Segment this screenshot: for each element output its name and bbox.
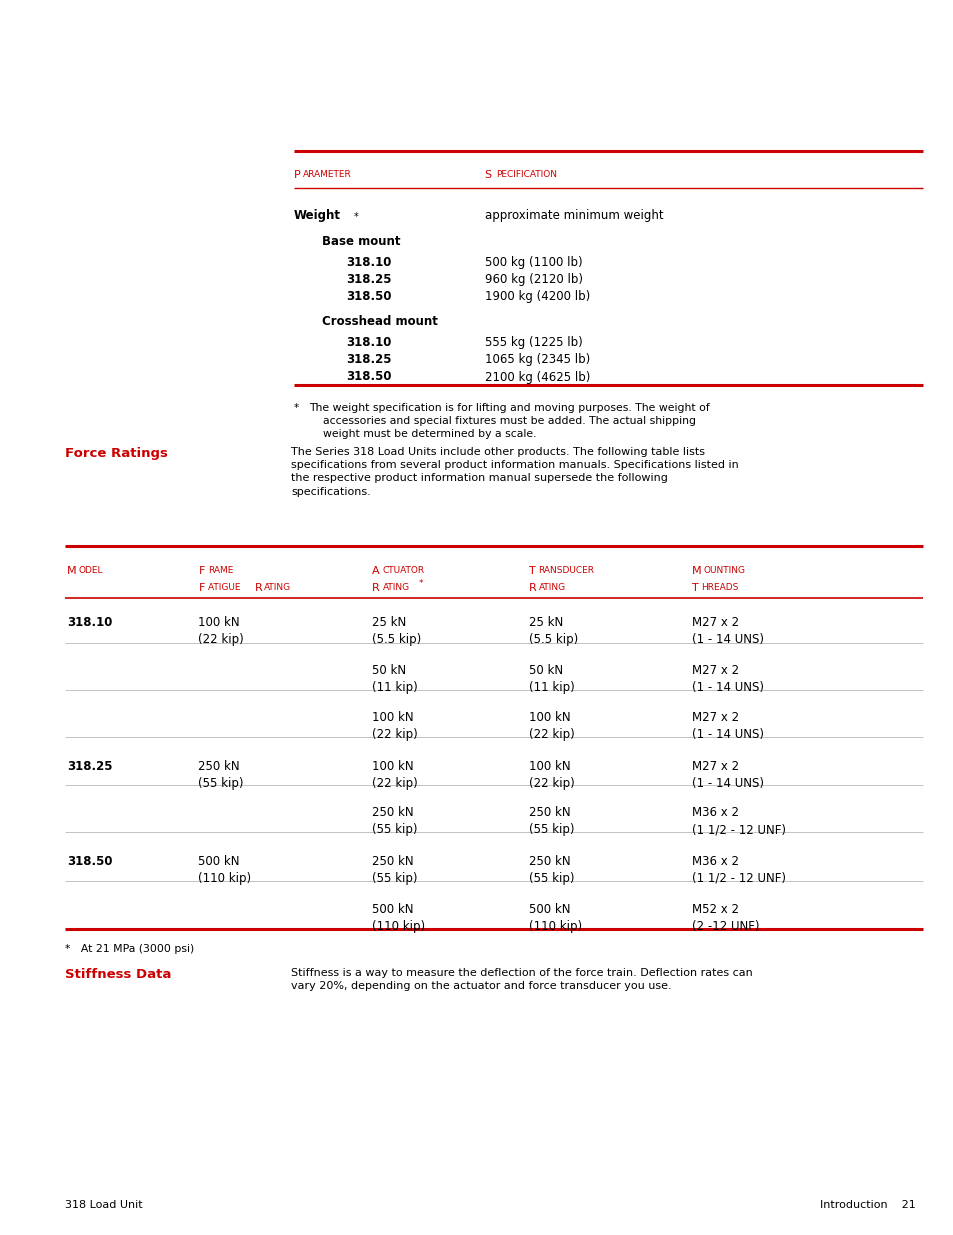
Text: M52 x 2
(2 -12 UNF): M52 x 2 (2 -12 UNF) (691, 903, 759, 932)
Text: 25 kN
(5.5 kip): 25 kN (5.5 kip) (372, 616, 421, 646)
Text: 250 kN
(55 kip): 250 kN (55 kip) (528, 855, 574, 884)
Text: 318.50: 318.50 (346, 290, 392, 304)
Text: R: R (372, 583, 379, 593)
Text: 500 kN
(110 kip): 500 kN (110 kip) (528, 903, 581, 932)
Text: 555 kg (1225 lb): 555 kg (1225 lb) (484, 336, 581, 350)
Text: 500 kN
(110 kip): 500 kN (110 kip) (198, 855, 252, 884)
Text: 318.50: 318.50 (346, 370, 392, 384)
Text: 250 kN
(55 kip): 250 kN (55 kip) (528, 806, 574, 836)
Text: 500 kN
(110 kip): 500 kN (110 kip) (372, 903, 425, 932)
Text: A: A (372, 566, 379, 576)
Text: 960 kg (2120 lb): 960 kg (2120 lb) (484, 273, 582, 287)
Text: 50 kN
(11 kip): 50 kN (11 kip) (528, 664, 574, 694)
Text: R: R (254, 583, 262, 593)
Text: T: T (528, 566, 535, 576)
Text: ATIGUE: ATIGUE (208, 583, 243, 592)
Text: 318.50: 318.50 (67, 855, 112, 868)
Text: 318.25: 318.25 (346, 273, 392, 287)
Text: 2100 kg (4625 lb): 2100 kg (4625 lb) (484, 370, 589, 384)
Text: *   At 21 MPa (3000 psi): * At 21 MPa (3000 psi) (65, 944, 193, 953)
Text: ATING: ATING (264, 583, 291, 592)
Text: ATING: ATING (382, 583, 409, 592)
Text: 318.10: 318.10 (67, 616, 112, 630)
Text: F: F (198, 583, 205, 593)
Text: Crosshead mount: Crosshead mount (322, 315, 437, 329)
Text: M36 x 2
(1 1/2 - 12 UNF): M36 x 2 (1 1/2 - 12 UNF) (691, 806, 785, 836)
Text: M27 x 2
(1 - 14 UNS): M27 x 2 (1 - 14 UNS) (691, 711, 762, 741)
Text: HREADS: HREADS (700, 583, 738, 592)
Text: F: F (198, 566, 205, 576)
Text: P: P (294, 170, 300, 180)
Text: 100 kN
(22 kip): 100 kN (22 kip) (528, 711, 574, 741)
Text: M27 x 2
(1 - 14 UNS): M27 x 2 (1 - 14 UNS) (691, 664, 762, 694)
Text: T: T (691, 583, 698, 593)
Text: The weight specification is for lifting and moving purposes. The weight of
    a: The weight specification is for lifting … (309, 403, 709, 438)
Text: 25 kN
(5.5 kip): 25 kN (5.5 kip) (528, 616, 578, 646)
Text: approximate minimum weight: approximate minimum weight (484, 209, 662, 222)
Text: 318.25: 318.25 (67, 760, 112, 773)
Text: 1900 kg (4200 lb): 1900 kg (4200 lb) (484, 290, 589, 304)
Text: 250 kN
(55 kip): 250 kN (55 kip) (372, 855, 417, 884)
Text: RAME: RAME (208, 566, 233, 574)
Text: Force Ratings: Force Ratings (65, 447, 168, 461)
Text: Base mount: Base mount (322, 235, 400, 248)
Text: M: M (691, 566, 700, 576)
Text: Stiffness is a way to measure the deflection of the force train. Deflection rate: Stiffness is a way to measure the deflec… (291, 968, 752, 992)
Text: 250 kN
(55 kip): 250 kN (55 kip) (198, 760, 244, 789)
Text: Introduction    21: Introduction 21 (820, 1200, 915, 1210)
Text: ODEL: ODEL (78, 566, 103, 574)
Text: Weight: Weight (294, 209, 340, 222)
Text: 50 kN
(11 kip): 50 kN (11 kip) (372, 664, 417, 694)
Text: M36 x 2
(1 1/2 - 12 UNF): M36 x 2 (1 1/2 - 12 UNF) (691, 855, 785, 884)
Text: OUNTING: OUNTING (702, 566, 744, 574)
Text: *: * (294, 403, 298, 412)
Text: 318.10: 318.10 (346, 256, 392, 269)
Text: S: S (484, 170, 491, 180)
Text: 100 kN
(22 kip): 100 kN (22 kip) (528, 760, 574, 789)
Text: R: R (528, 583, 536, 593)
Text: 100 kN
(22 kip): 100 kN (22 kip) (372, 711, 417, 741)
Text: 250 kN
(55 kip): 250 kN (55 kip) (372, 806, 417, 836)
Text: M27 x 2
(1 - 14 UNS): M27 x 2 (1 - 14 UNS) (691, 616, 762, 646)
Text: Stiffness Data: Stiffness Data (65, 968, 172, 982)
Text: The Series 318 Load Units include other products. The following table lists
spec: The Series 318 Load Units include other … (291, 447, 738, 496)
Text: 318.25: 318.25 (346, 353, 392, 367)
Text: 100 kN
(22 kip): 100 kN (22 kip) (198, 616, 244, 646)
Text: 100 kN
(22 kip): 100 kN (22 kip) (372, 760, 417, 789)
Text: M27 x 2
(1 - 14 UNS): M27 x 2 (1 - 14 UNS) (691, 760, 762, 789)
Text: 318.10: 318.10 (346, 336, 392, 350)
Text: 318 Load Unit: 318 Load Unit (65, 1200, 142, 1210)
Text: PECIFICATION: PECIFICATION (496, 170, 557, 179)
Text: RANSDUCER: RANSDUCER (537, 566, 594, 574)
Text: 1065 kg (2345 lb): 1065 kg (2345 lb) (484, 353, 589, 367)
Text: ARAMETER: ARAMETER (303, 170, 352, 179)
Text: M: M (67, 566, 76, 576)
Text: *: * (418, 579, 423, 588)
Text: *: * (354, 212, 358, 222)
Text: ATING: ATING (538, 583, 565, 592)
Text: CTUATOR: CTUATOR (382, 566, 424, 574)
Text: 500 kg (1100 lb): 500 kg (1100 lb) (484, 256, 581, 269)
